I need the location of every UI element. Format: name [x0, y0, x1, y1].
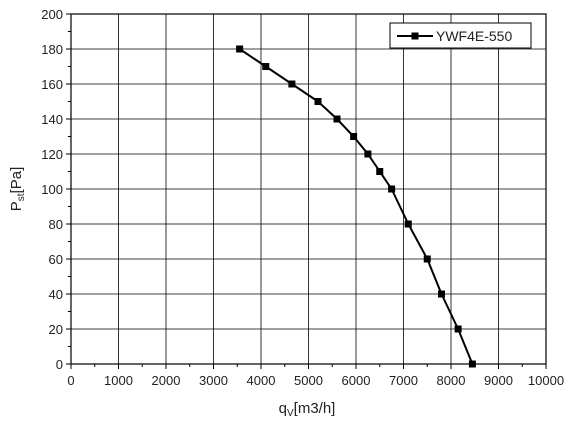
y-tick-label: 140	[41, 112, 63, 127]
x-tick-label: 6000	[342, 373, 371, 388]
series-layer	[236, 45, 476, 368]
data-point	[262, 63, 270, 70]
data-point	[423, 255, 431, 263]
data-point	[314, 98, 322, 105]
x-tick-label: 1000	[104, 373, 133, 388]
series-line	[239, 48, 474, 365]
x-tick-label: 8000	[437, 373, 466, 388]
x-tick-label: 10000	[528, 373, 564, 388]
x-tick-labels: 0 1000 2000 3000 4000 5000 6000 7000 8000 9000 100…	[67, 373, 564, 388]
y-tick-label: 60	[49, 252, 63, 267]
legend-marker-sample	[411, 32, 419, 40]
y-tick-label: 180	[41, 42, 63, 57]
y-tick-label: 160	[41, 77, 63, 92]
x-axis-title-unit: [m3/h]	[294, 400, 336, 417]
x-tick-label: 9000	[484, 373, 513, 388]
grid-lines	[71, 14, 546, 364]
x-tick-label: 7000	[389, 373, 418, 388]
legend: YWF4E-550	[389, 22, 532, 49]
x-tick-label: 3000	[199, 373, 228, 388]
y-tick-labels: 0 20 40 60 80 100 120 140 160 180 200	[41, 7, 63, 372]
data-point	[364, 150, 372, 158]
x-axis-title-sub: V	[287, 408, 294, 419]
y-axis-title-sub: st	[16, 193, 27, 201]
y-axis-title-main: P	[8, 201, 25, 211]
data-point	[438, 290, 445, 298]
minor-ticks	[66, 13, 547, 369]
data-point	[288, 80, 296, 88]
data-point	[388, 185, 396, 193]
y-tick-label: 120	[41, 147, 63, 162]
y-axis-title-unit: [Pa]	[8, 167, 25, 194]
x-axis-title-main: q	[279, 400, 287, 417]
x-tick-label: 5000	[294, 373, 323, 388]
plot-frame	[70, 13, 547, 365]
x-tick-label: 0	[67, 373, 74, 388]
y-tick-label: 80	[49, 217, 63, 232]
legend-label: YWF4E-550	[436, 28, 512, 44]
x-tick-label: 4000	[247, 373, 276, 388]
data-point	[350, 133, 358, 140]
data-point	[454, 325, 462, 333]
y-tick-label: 40	[49, 287, 63, 302]
data-point	[333, 115, 341, 123]
y-axis-title: Pst[Pa]	[8, 167, 27, 211]
y-tick-label: 200	[41, 7, 63, 22]
data-point	[404, 220, 412, 228]
y-tick-label: 20	[49, 322, 63, 337]
x-axis-title: qV[m3/h]	[279, 400, 336, 419]
data-point	[236, 45, 244, 53]
y-tick-label: 100	[41, 182, 63, 197]
data-point	[376, 168, 384, 175]
x-tick-label: 2000	[152, 373, 181, 388]
y-tick-label: 0	[56, 357, 63, 372]
